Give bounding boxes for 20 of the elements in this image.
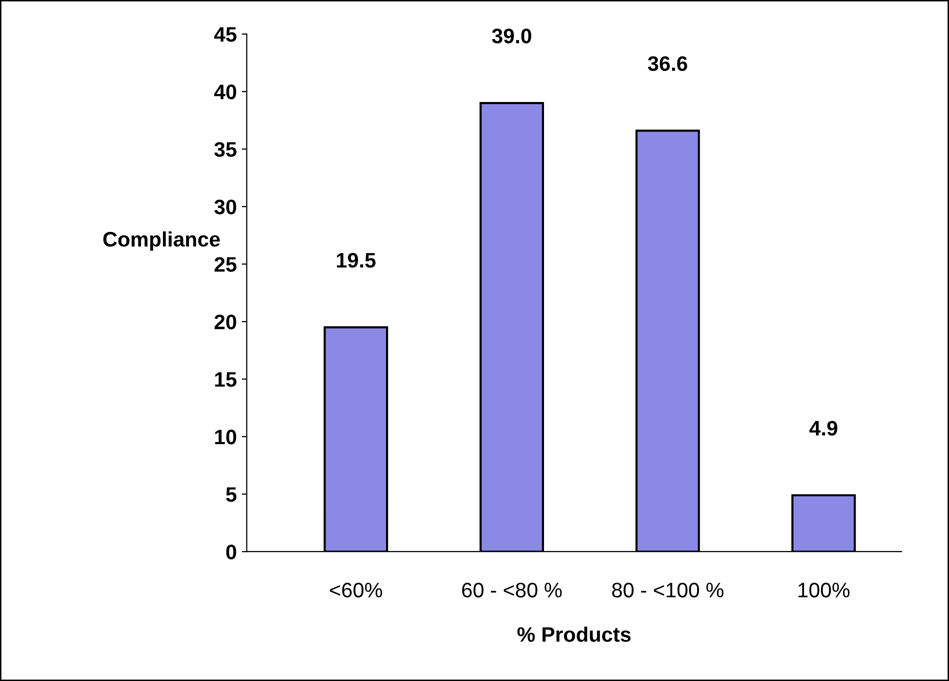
y-tick-label: 20: [214, 314, 236, 330]
x-tick-label: 80 - <100 %: [612, 582, 724, 598]
data-label: 19.5: [336, 252, 376, 268]
y-tick-label: 25: [214, 257, 236, 272]
x-tick-label: <60%: [330, 582, 382, 598]
y-tick-label: 0: [226, 544, 236, 560]
data-label: 36.6: [648, 56, 688, 72]
y-tick-label: 10: [215, 430, 236, 444]
y-axis-title: Compliance: [103, 231, 220, 251]
y-tick-label: 35: [214, 142, 236, 157]
data-label: 39.0: [492, 28, 532, 44]
y-tick-label: 5: [226, 487, 236, 502]
y-tick-label: 30: [214, 200, 236, 214]
y-tick-label: 45: [214, 27, 236, 42]
x-axis-title: % Products: [517, 626, 631, 642]
data-label: 4.9: [809, 420, 838, 436]
x-tick-label: 60 - <80 %: [462, 582, 562, 598]
x-tick-label: 100%: [798, 582, 850, 598]
y-tick-label: 40: [214, 84, 236, 100]
y-tick-label: 15: [215, 372, 236, 387]
